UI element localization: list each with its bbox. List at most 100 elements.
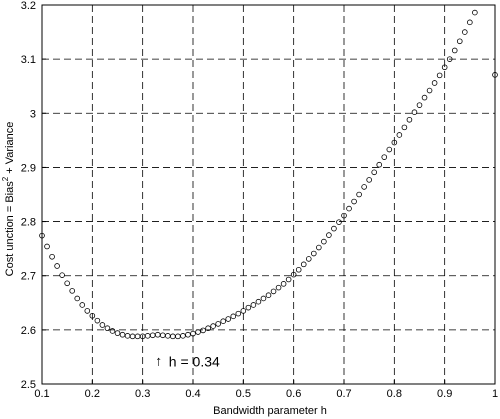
data-point	[472, 9, 478, 16]
y-axis-label-suffix: + Variance	[4, 122, 16, 177]
data-point	[371, 169, 378, 176]
data-point	[230, 313, 237, 320]
data-point	[336, 219, 342, 225]
plot-frame	[41, 4, 496, 385]
data-point	[124, 333, 131, 339]
data-point	[215, 321, 221, 327]
y-tick-label: 3.2	[21, 0, 36, 12]
data-point	[386, 146, 393, 153]
data-point	[94, 317, 101, 324]
data-point	[456, 38, 463, 45]
data-point	[160, 332, 166, 339]
data-point	[421, 94, 428, 101]
minimum-annotation: ↑ h = 0.34	[155, 352, 220, 369]
data-point	[260, 295, 267, 302]
data-point	[190, 330, 196, 337]
data-point	[109, 328, 116, 334]
data-point	[316, 244, 322, 251]
x-axis-label: Bandwidth parameter h	[213, 405, 327, 417]
data-point	[205, 325, 211, 332]
y-axis-label-superscript: 2	[1, 176, 10, 181]
data-point	[290, 271, 297, 278]
data-point	[225, 316, 232, 322]
data-point	[461, 29, 468, 35]
y-axis-label: Cost unction = Bias2 + Variance	[1, 122, 16, 277]
data-point	[426, 87, 433, 94]
data-point	[310, 250, 317, 257]
data-points	[39, 9, 498, 340]
data-point	[441, 64, 448, 71]
data-point	[416, 102, 423, 108]
data-point	[331, 225, 337, 232]
x-tick-label: 0.5	[236, 388, 251, 400]
data-point	[346, 205, 352, 212]
data-point	[185, 331, 191, 338]
data-point	[321, 238, 327, 245]
data-point	[265, 292, 272, 299]
x-tick-label: 0.8	[387, 388, 402, 400]
data-point	[376, 161, 383, 168]
data-point	[210, 323, 216, 329]
data-point	[134, 333, 141, 340]
data-point	[175, 333, 181, 340]
data-point	[436, 72, 443, 79]
data-point	[170, 333, 176, 340]
data-point	[44, 243, 50, 250]
data-point	[89, 312, 96, 319]
data-point	[361, 184, 367, 190]
y-tick-label: 2.8	[21, 217, 36, 229]
data-point	[220, 318, 227, 324]
x-tick-label: 1	[492, 388, 498, 400]
x-tick-label: 0.7	[336, 388, 351, 400]
x-tick-label: 0.9	[437, 388, 452, 400]
data-point	[74, 295, 81, 302]
data-point	[114, 330, 121, 336]
annotation-arrow: ↑	[155, 352, 162, 368]
data-point	[401, 124, 408, 131]
data-point	[396, 132, 403, 138]
data-point	[467, 19, 473, 26]
grid-lines	[42, 5, 495, 384]
data-point	[280, 281, 287, 287]
data-point	[381, 154, 388, 160]
x-tick-label: 0.1	[34, 388, 49, 400]
y-tick-label: 2.6	[21, 325, 36, 337]
data-point	[300, 261, 307, 268]
data-point	[270, 288, 277, 295]
data-point	[305, 256, 312, 262]
annotation-label: h = 0.34	[169, 353, 220, 369]
data-point	[295, 266, 302, 273]
data-point	[275, 284, 282, 291]
x-tick-label: 0.4	[185, 388, 200, 400]
data-point	[149, 332, 156, 339]
data-point	[64, 280, 70, 287]
data-point	[341, 212, 347, 219]
data-point	[49, 253, 55, 260]
data-point	[255, 298, 262, 305]
data-point	[54, 263, 60, 269]
x-tick-label: 0.2	[85, 388, 100, 400]
data-point	[195, 329, 201, 335]
data-point	[326, 232, 332, 238]
data-point	[235, 310, 242, 317]
data-point	[84, 308, 91, 314]
data-point	[285, 276, 292, 283]
y-axis-ticks: 2.5 2.6 2.7 2.8 2.9 3 3.1 3.2	[21, 0, 46, 391]
data-point	[411, 109, 418, 116]
data-point	[69, 288, 75, 294]
data-point	[79, 302, 86, 308]
y-tick-label: 2.9	[21, 162, 36, 174]
data-point	[154, 331, 161, 338]
data-point	[356, 191, 362, 198]
y-tick-label: 2.7	[21, 271, 36, 283]
data-point	[165, 333, 171, 339]
data-point	[406, 116, 413, 123]
x-tick-label: 0.6	[286, 388, 301, 400]
data-point	[104, 325, 111, 332]
data-point	[129, 333, 136, 340]
y-tick-label: 3.1	[21, 54, 36, 66]
data-point	[250, 302, 257, 308]
y-tick-label: 3	[30, 108, 36, 120]
data-point	[391, 139, 398, 146]
